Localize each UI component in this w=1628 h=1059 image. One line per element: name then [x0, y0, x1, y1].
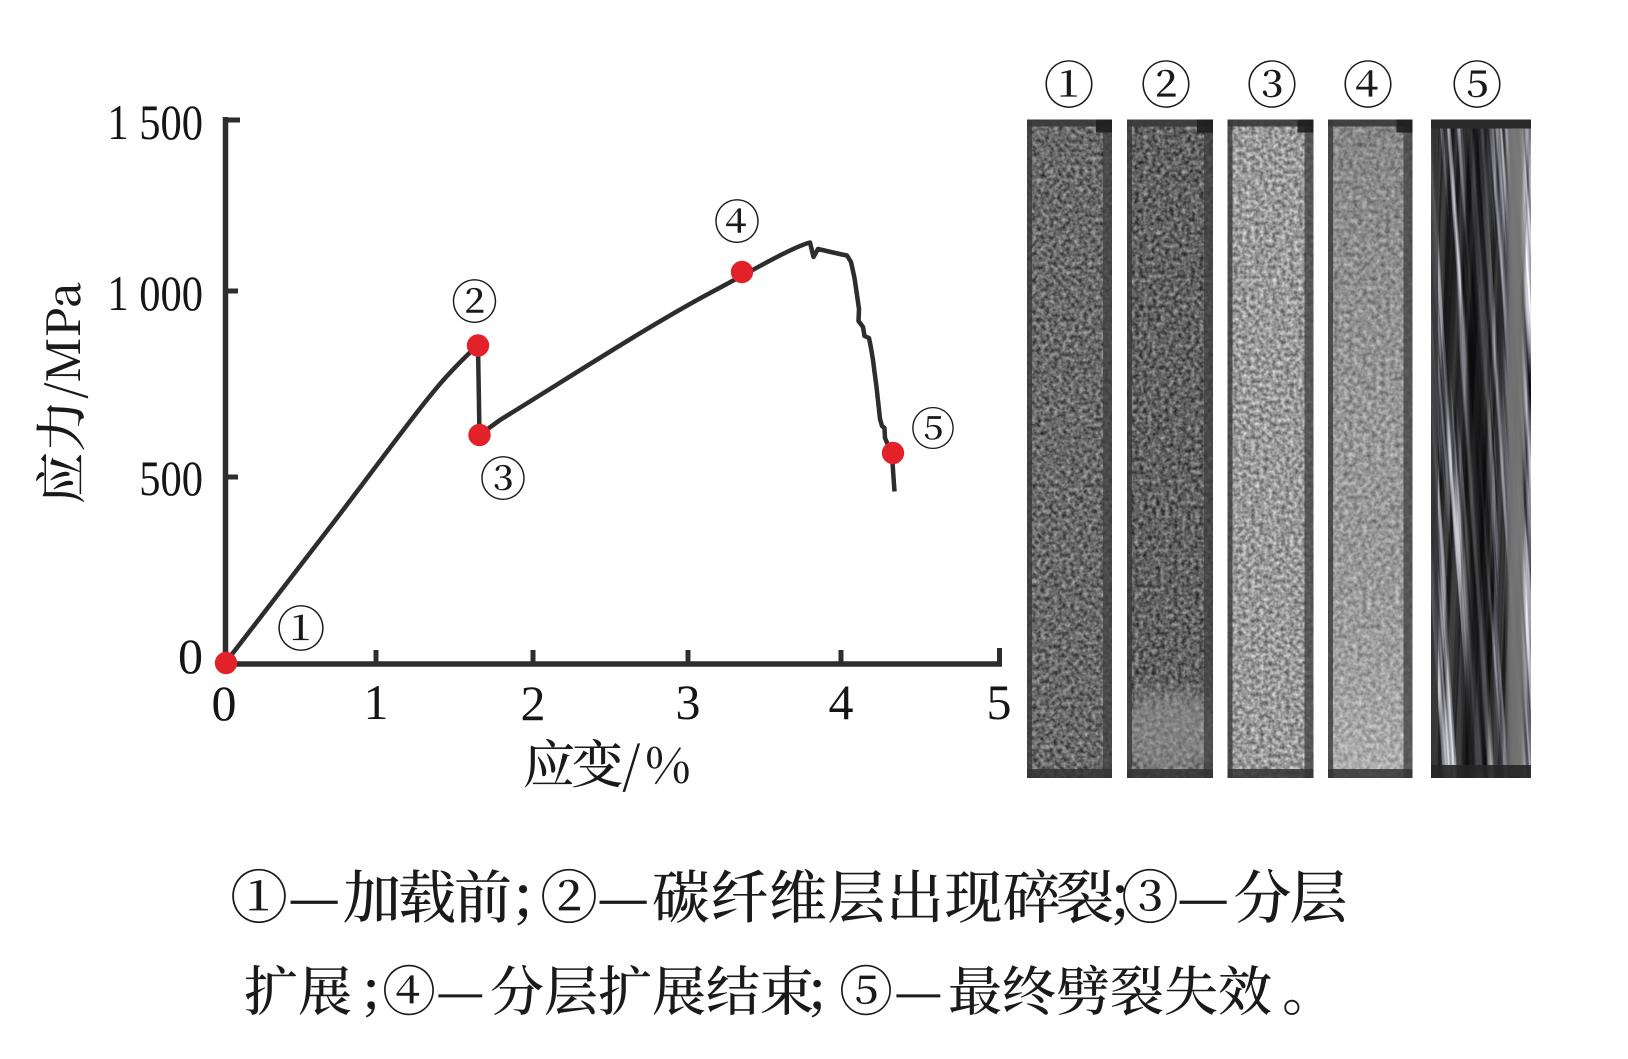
svg-text:4: 4: [829, 674, 854, 730]
svg-text:0: 0: [212, 675, 237, 731]
svg-text:5: 5: [987, 674, 1012, 730]
svg-text:1 500: 1 500: [107, 96, 203, 151]
svg-text:1 000: 1 000: [107, 267, 203, 322]
svg-text:500: 500: [139, 452, 203, 507]
svg-text:1: 1: [364, 674, 389, 730]
svg-text:0: 0: [178, 628, 203, 684]
svg-text:3: 3: [676, 674, 701, 730]
svg-text:2: 2: [521, 675, 546, 731]
